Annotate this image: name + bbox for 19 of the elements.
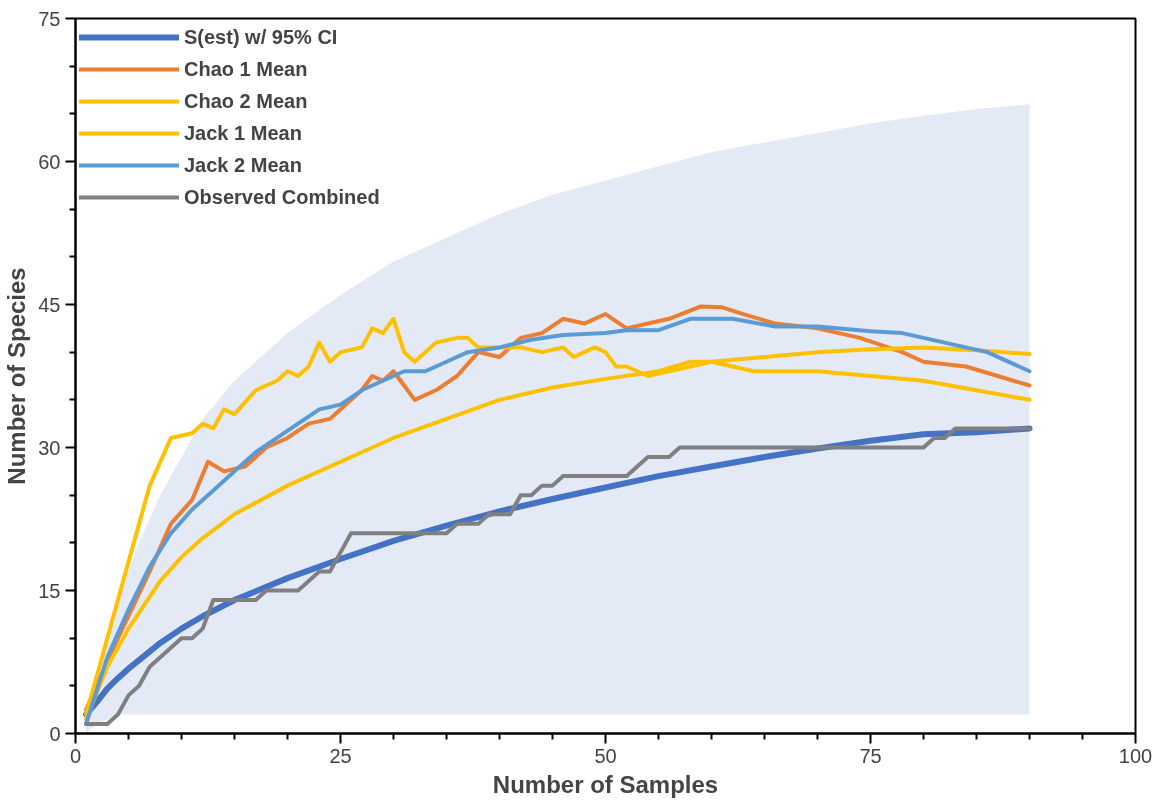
y-axis-title: Number of Species bbox=[3, 267, 31, 485]
y-tick-label: 45 bbox=[38, 293, 61, 316]
y-tick-label: 75 bbox=[38, 7, 61, 30]
x-tick-label: 75 bbox=[859, 744, 882, 767]
x-tick-label: 0 bbox=[69, 744, 82, 767]
x-tick-label: 50 bbox=[594, 744, 617, 767]
legend-label: Chao 1 Mean bbox=[184, 56, 308, 82]
y-tick-label: 0 bbox=[49, 722, 61, 745]
legend-label: Jack 2 Mean bbox=[184, 152, 302, 178]
x-tick-label: 25 bbox=[329, 744, 352, 767]
x-tick-label: 100 bbox=[1118, 744, 1153, 767]
y-tick-label: 15 bbox=[38, 579, 61, 602]
legend-label: Observed Combined bbox=[184, 184, 380, 210]
y-tick-label: 60 bbox=[38, 150, 61, 173]
y-tick-label: 30 bbox=[38, 436, 61, 459]
x-axis-title: Number of Samples bbox=[492, 770, 719, 798]
legend-label: S(est) w/ 95% CI bbox=[184, 24, 338, 50]
legend-label: Chao 2 Mean bbox=[184, 88, 308, 114]
legend-label: Jack 1 Mean bbox=[184, 120, 302, 146]
